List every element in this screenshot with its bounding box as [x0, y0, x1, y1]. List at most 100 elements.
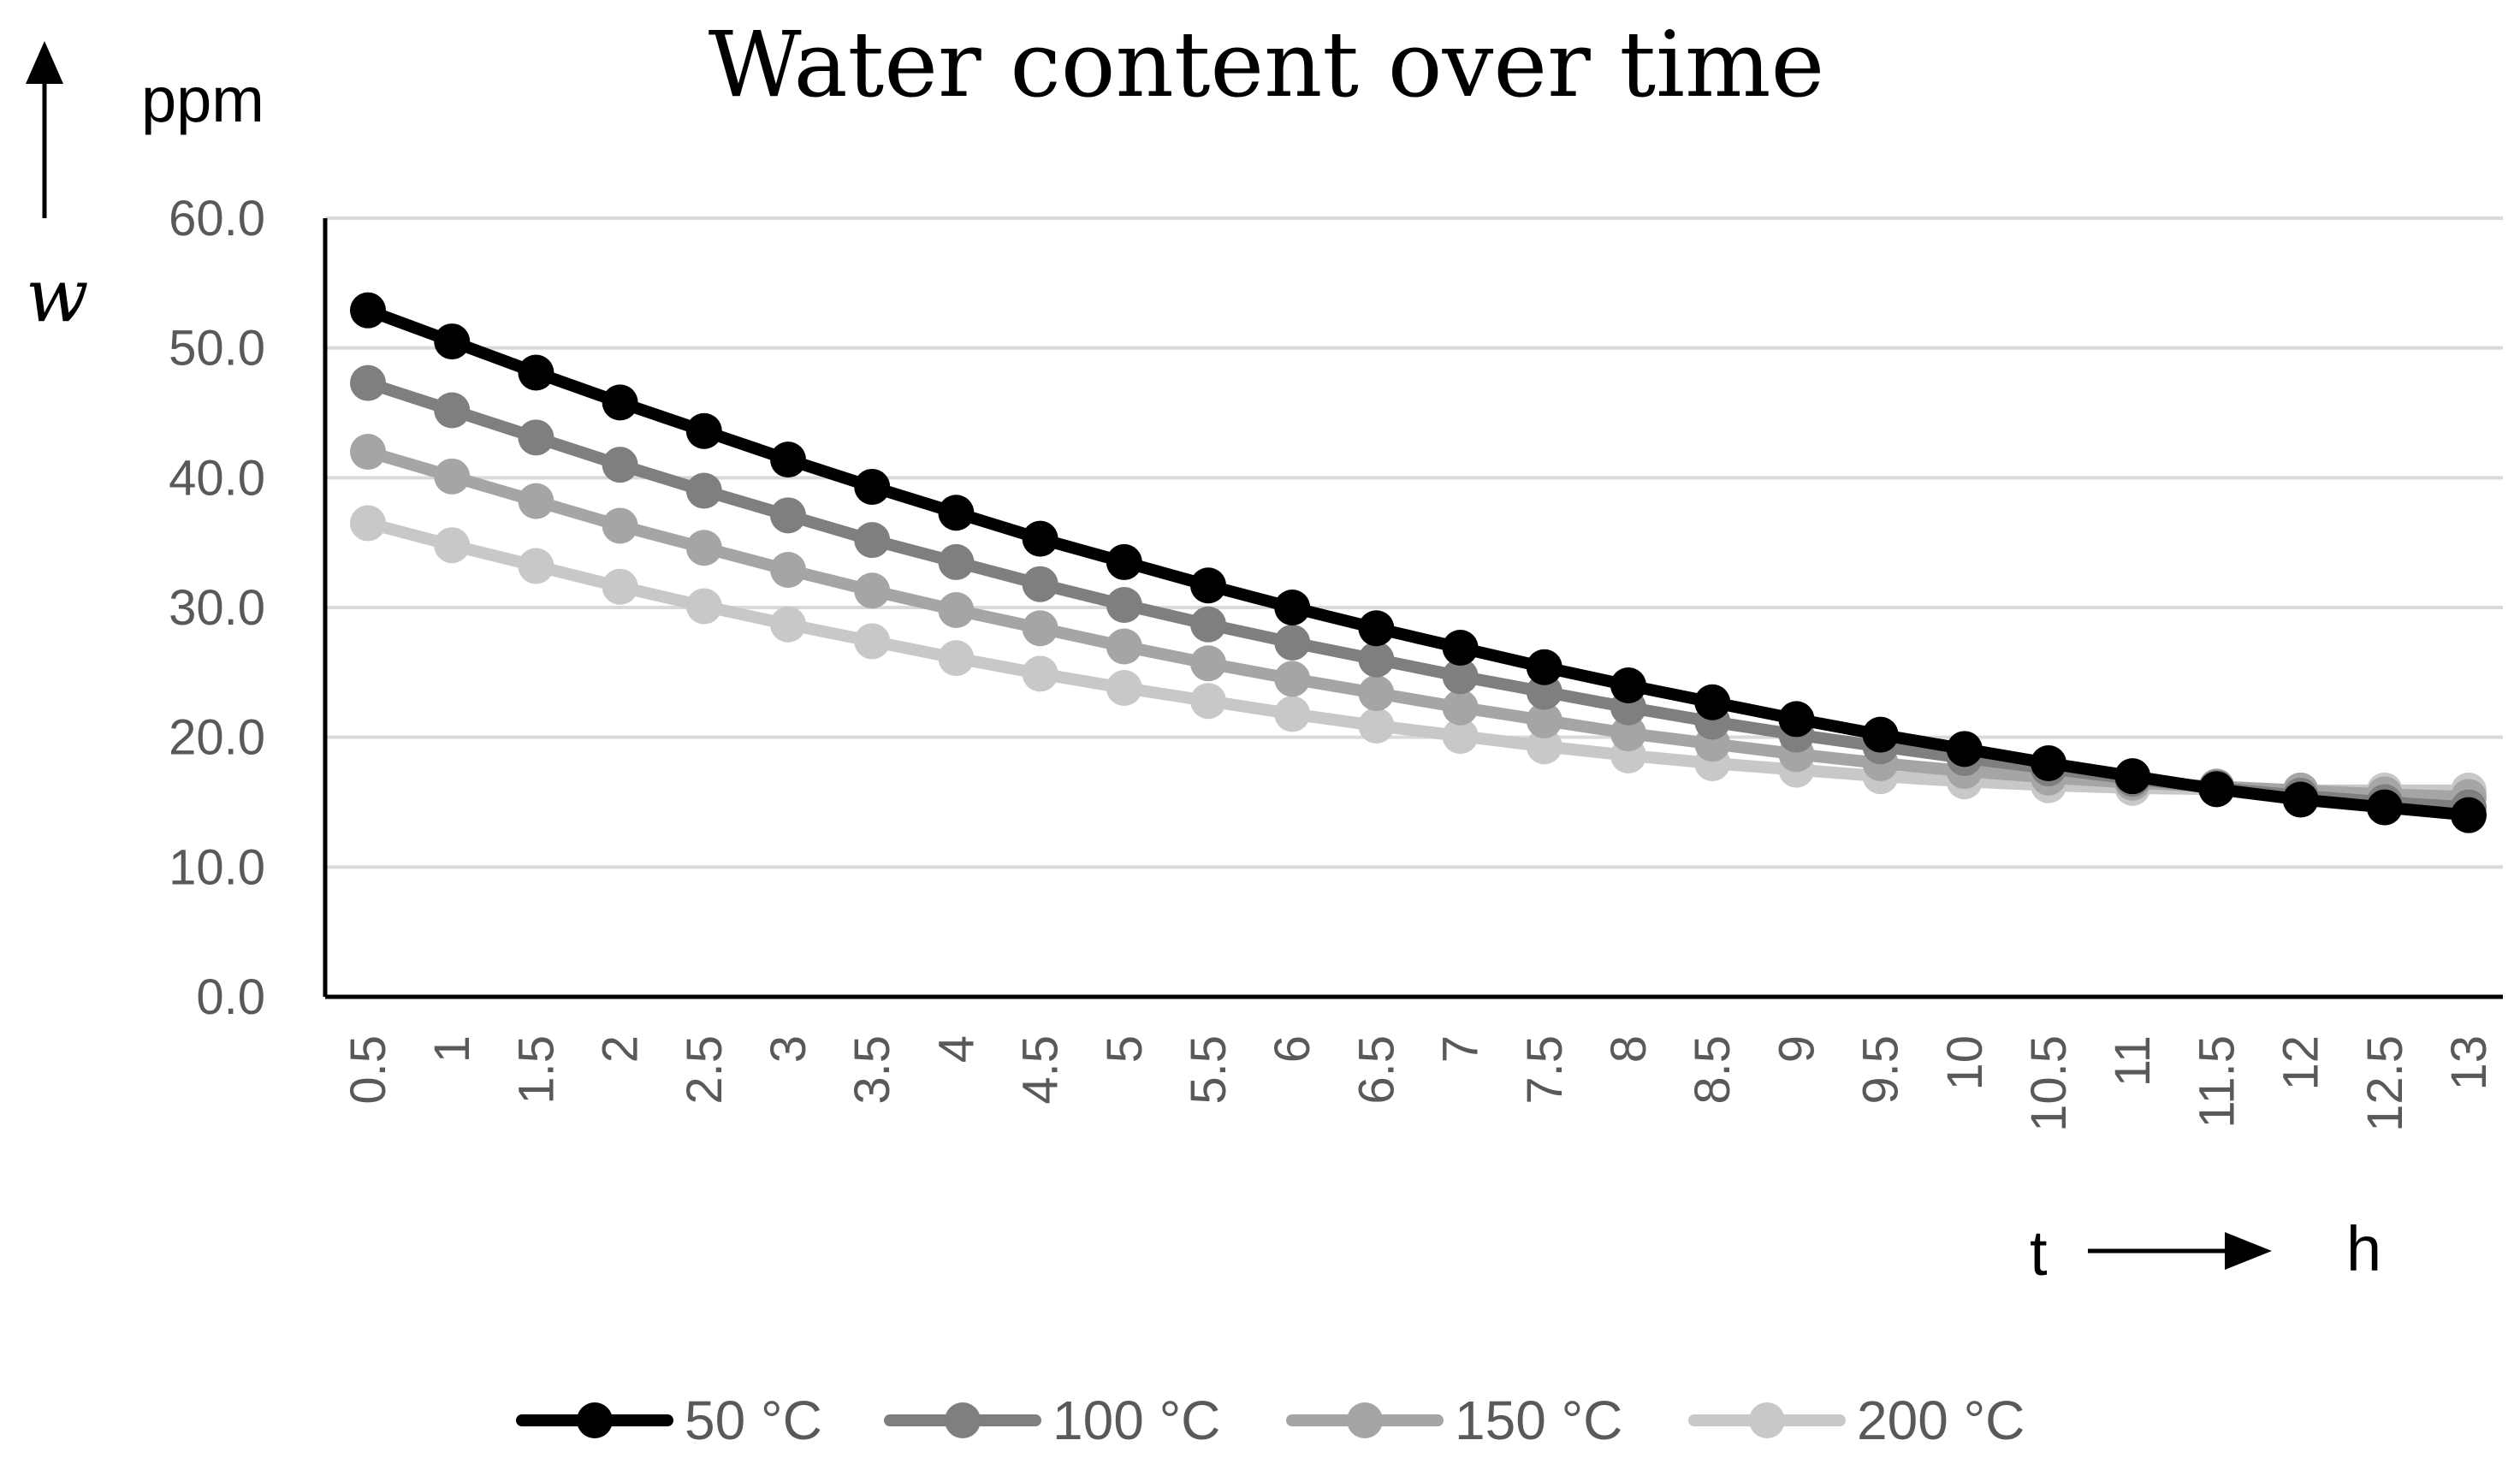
data-point — [1190, 683, 1226, 720]
data-point — [518, 483, 554, 519]
data-point — [602, 384, 638, 421]
data-point — [938, 495, 975, 531]
x-tick-label: 8 — [1601, 1035, 1657, 1063]
series-50CC — [350, 292, 2487, 833]
x-tick-label: 6.5 — [1349, 1035, 1404, 1105]
legend-label: 200 °C — [1857, 1390, 2025, 1451]
x-tick-label: 3.5 — [845, 1035, 900, 1105]
y-tick-label: 10.0 — [169, 839, 265, 895]
y-tick-label: 40.0 — [169, 450, 265, 506]
x-tick-label: 2.5 — [677, 1035, 732, 1105]
legend-marker — [1347, 1402, 1383, 1438]
data-point — [1358, 675, 1395, 712]
data-point — [434, 392, 471, 429]
data-point — [854, 572, 891, 609]
y-tick-label: 0.0 — [196, 969, 265, 1025]
data-point — [685, 472, 722, 509]
axes — [323, 218, 2503, 999]
data-point — [1106, 628, 1142, 665]
data-point — [854, 468, 891, 505]
data-point — [770, 552, 806, 589]
data-point — [1946, 731, 1983, 768]
x-tick-label: 2 — [593, 1035, 649, 1063]
series — [350, 292, 2487, 833]
x-tick-label: 13 — [2441, 1035, 2497, 1091]
data-point — [1022, 566, 1058, 602]
x-tick-label: 10 — [1937, 1035, 1993, 1091]
data-point — [2031, 745, 2066, 781]
x-variable-label: t — [2030, 1218, 2048, 1289]
data-point — [1358, 641, 1395, 678]
x-tick-label: 11.5 — [2189, 1035, 2244, 1129]
legend-item: 200 °C — [1688, 1390, 2025, 1451]
data-point — [1694, 684, 1731, 720]
data-point — [1106, 670, 1142, 707]
x-tick-label: 12.5 — [2357, 1035, 2413, 1132]
y-tick-label: 50.0 — [169, 321, 265, 376]
data-point — [1274, 696, 1311, 732]
x-tick-label: 11 — [2105, 1035, 2161, 1087]
y-arrow-head-icon — [26, 41, 63, 84]
data-point — [1022, 520, 1058, 557]
data-point — [685, 530, 722, 566]
data-point — [1526, 673, 1562, 710]
data-point — [770, 442, 806, 478]
x-tick-label: 10.5 — [2021, 1035, 2077, 1132]
x-tick-label: 9.5 — [1853, 1035, 1909, 1105]
data-point — [2114, 758, 2151, 795]
x-tick-label: 12 — [2274, 1035, 2329, 1091]
legend-marker — [945, 1402, 981, 1438]
data-point — [938, 592, 975, 629]
data-point — [1190, 645, 1226, 682]
data-point — [770, 606, 806, 643]
data-point — [1358, 708, 1395, 744]
data-point — [2366, 789, 2403, 826]
legend-marker — [577, 1402, 613, 1438]
y-variable-label: w — [26, 253, 89, 339]
series-line — [362, 446, 2475, 803]
data-point — [518, 548, 554, 584]
data-point — [2282, 781, 2319, 818]
data-point — [854, 623, 891, 660]
data-point — [1610, 715, 1646, 752]
data-point — [350, 365, 386, 401]
x-tick-label: 7.5 — [1517, 1035, 1573, 1105]
data-point — [1442, 630, 1479, 667]
x-tick-label: 4.5 — [1013, 1035, 1069, 1105]
data-point — [1442, 718, 1479, 755]
data-point — [2198, 771, 2235, 808]
legend: 50 °C 100 °C 150 °C 200 °C — [516, 1390, 2025, 1451]
x-arrow-head-icon — [2225, 1232, 2272, 1270]
data-point — [350, 434, 386, 470]
data-point — [434, 527, 471, 564]
data-point — [938, 543, 975, 580]
x-axis-label-group: t h — [2030, 1213, 2381, 1289]
data-point — [685, 412, 722, 449]
legend-item: 100 °C — [884, 1390, 1220, 1451]
data-point — [602, 507, 638, 544]
data-point — [938, 640, 975, 677]
x-tick-label: 7 — [1433, 1035, 1489, 1063]
x-tick-label: 0.5 — [341, 1035, 396, 1105]
data-point — [1022, 610, 1058, 647]
x-tick-label: 3 — [761, 1035, 816, 1063]
legend-marker — [1749, 1402, 1785, 1438]
x-tick-labels: 0.5 1 1.5 2 2.5 3 3.5 4 4.5 5 5.5 6 6.5 7 7.5 8 8.5 9 9.5 1… — [341, 1035, 2497, 1132]
data-point — [1274, 624, 1311, 661]
data-point — [1022, 655, 1058, 692]
x-tick-label: 6 — [1265, 1035, 1320, 1063]
x-tick-label: 4 — [928, 1035, 984, 1063]
data-point — [1778, 701, 1815, 738]
y-tick-label: 60.0 — [169, 191, 265, 246]
data-point — [1190, 606, 1226, 643]
data-point — [1106, 543, 1142, 580]
legend-label: 150 °C — [1455, 1390, 1622, 1451]
data-point — [1610, 667, 1646, 703]
x-tick-label: 8.5 — [1685, 1035, 1740, 1105]
gridlines — [325, 216, 2503, 869]
data-point — [770, 497, 806, 534]
data-point — [1526, 649, 1562, 685]
x-tick-label: 1 — [424, 1035, 480, 1063]
data-point — [1442, 658, 1479, 695]
